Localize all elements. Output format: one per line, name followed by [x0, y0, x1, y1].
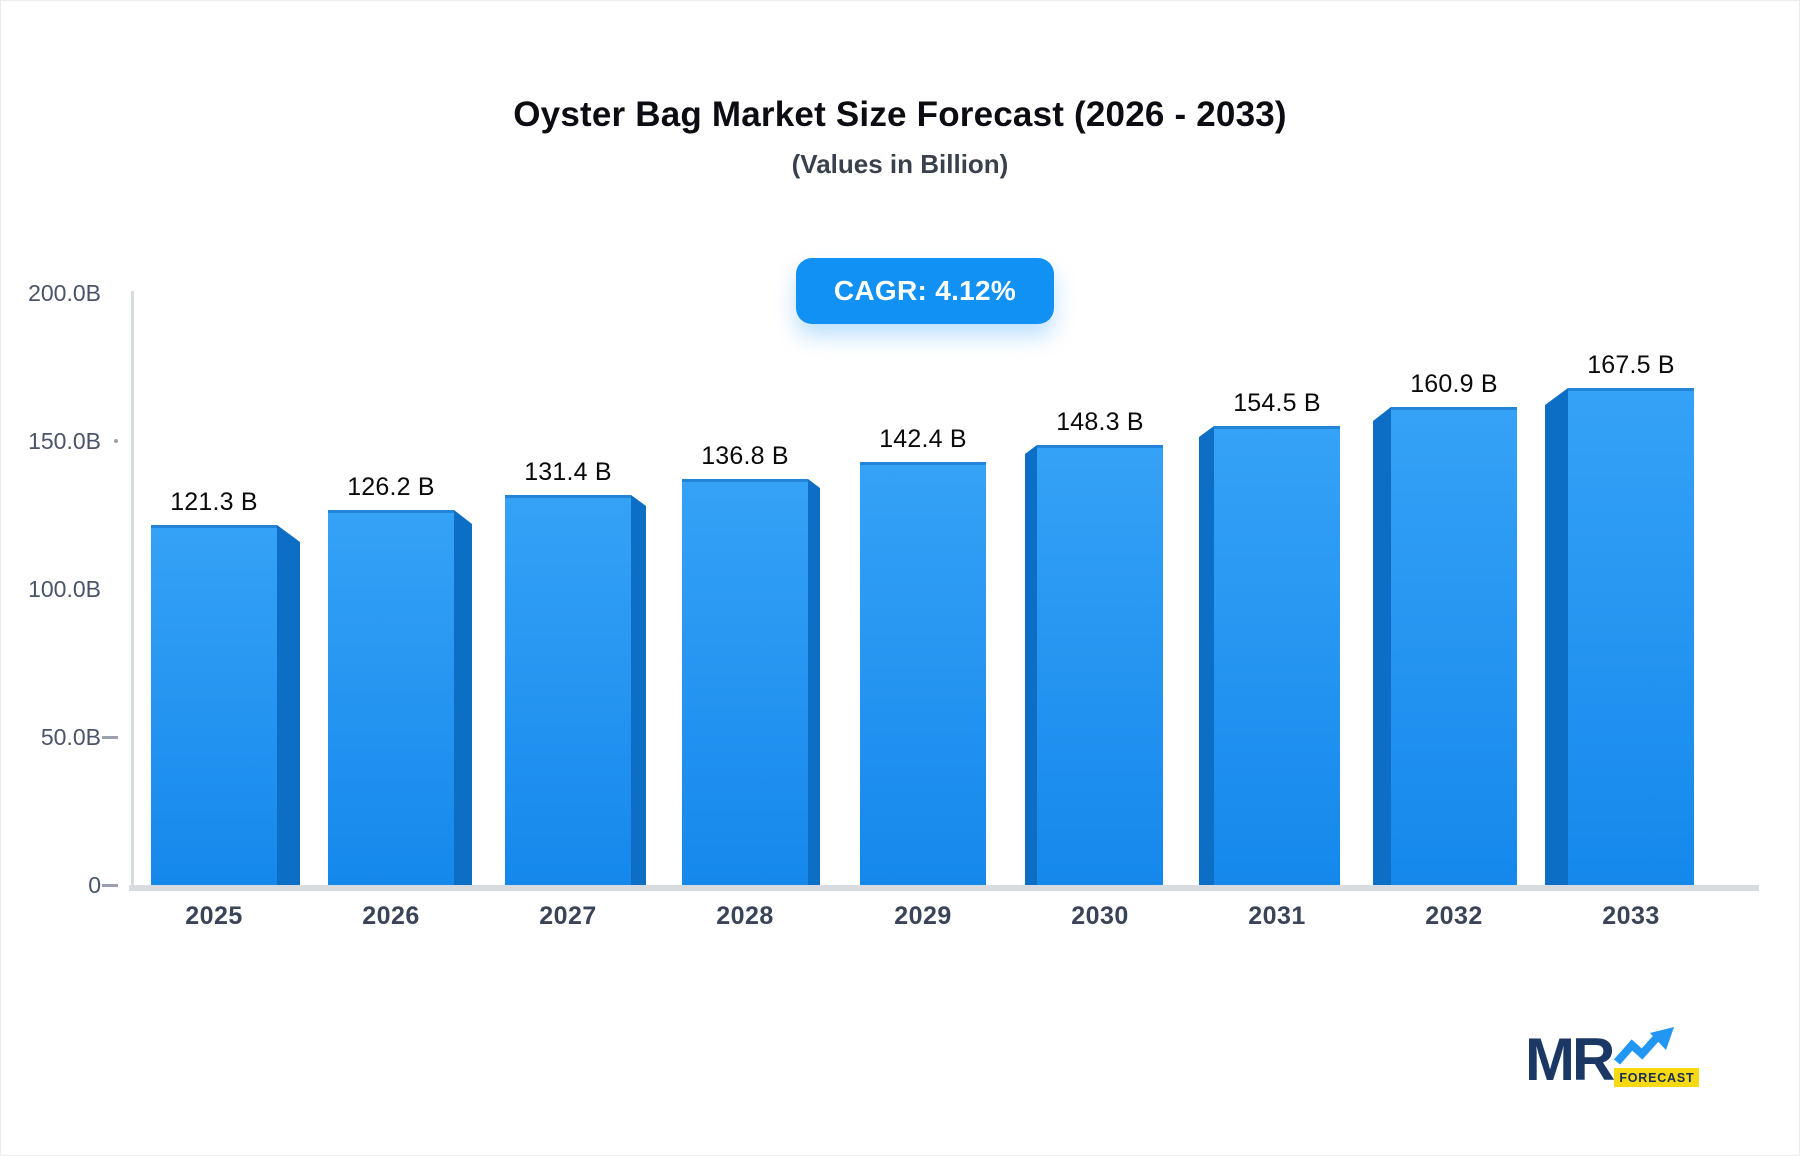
x-tick-label: 2031 — [1248, 902, 1306, 930]
bar-side-2033 — [1545, 388, 1568, 885]
mr-forecast-logo: MR FORECAST — [1525, 1025, 1700, 1093]
bar-side-2031 — [1199, 426, 1214, 885]
x-tick-label: 2032 — [1425, 902, 1483, 930]
bar-side-2030 — [1025, 445, 1037, 885]
bar-value-label: 136.8 B — [701, 442, 789, 470]
y-tick-mark — [114, 439, 118, 443]
x-tick-label: 2033 — [1602, 902, 1660, 930]
y-tick-mark — [102, 736, 118, 739]
bar-value-label: 126.2 B — [347, 473, 435, 501]
logo-forecast-text: FORECAST — [1614, 1068, 1700, 1087]
cagr-badge: CAGR: 4.12% — [796, 258, 1054, 324]
bar-side-2028 — [808, 479, 820, 885]
bar-2029 — [860, 462, 986, 885]
bar-2033 — [1568, 388, 1694, 885]
bar-side-2025 — [277, 525, 300, 885]
y-tick-mark — [102, 884, 118, 887]
chart-title: Oyster Bag Market Size Forecast (2026 - … — [513, 95, 1287, 134]
bar-2025 — [151, 525, 277, 885]
y-tick-label: 50.0B — [40, 724, 101, 750]
bar-value-label: 148.3 B — [1056, 408, 1144, 436]
y-axis-line — [131, 291, 134, 891]
logo-right-block: FORECAST — [1614, 1027, 1700, 1087]
x-tick-label: 2029 — [894, 902, 952, 930]
bar-2032 — [1391, 407, 1517, 885]
bar-value-label: 121.3 B — [170, 488, 258, 516]
bar-2031 — [1214, 426, 1340, 885]
bar-2030 — [1037, 445, 1163, 885]
bar-side-2026 — [454, 510, 472, 885]
x-tick-label: 2025 — [185, 902, 243, 930]
x-tick-label: 2027 — [539, 902, 597, 930]
trend-arrow-icon — [1614, 1027, 1675, 1065]
x-tick-label: 2030 — [1071, 902, 1129, 930]
chart-subtitle: (Values in Billion) — [791, 149, 1009, 179]
y-tick-label: 0 — [88, 872, 101, 898]
logo-mr-text: MR — [1525, 1025, 1615, 1093]
y-tick-label: 100.0B — [28, 576, 101, 602]
bar-value-label: 131.4 B — [524, 458, 612, 486]
y-tick-label: 150.0B — [28, 428, 101, 454]
bar-side-2027 — [631, 495, 646, 885]
bar-2026 — [328, 510, 454, 885]
x-tick-label: 2026 — [362, 902, 420, 930]
bar-value-label: 160.9 B — [1410, 370, 1498, 398]
y-tick-label: 200.0B — [28, 280, 101, 306]
bar-value-label: 167.5 B — [1587, 351, 1675, 379]
x-axis-line — [129, 885, 1759, 891]
bar-value-label: 142.4 B — [879, 425, 967, 453]
bar-value-label: 154.5 B — [1233, 389, 1321, 417]
bar-side-2032 — [1373, 407, 1391, 885]
bar-2027 — [505, 495, 631, 885]
x-tick-label: 2028 — [716, 902, 774, 930]
bar-2028 — [682, 479, 808, 885]
